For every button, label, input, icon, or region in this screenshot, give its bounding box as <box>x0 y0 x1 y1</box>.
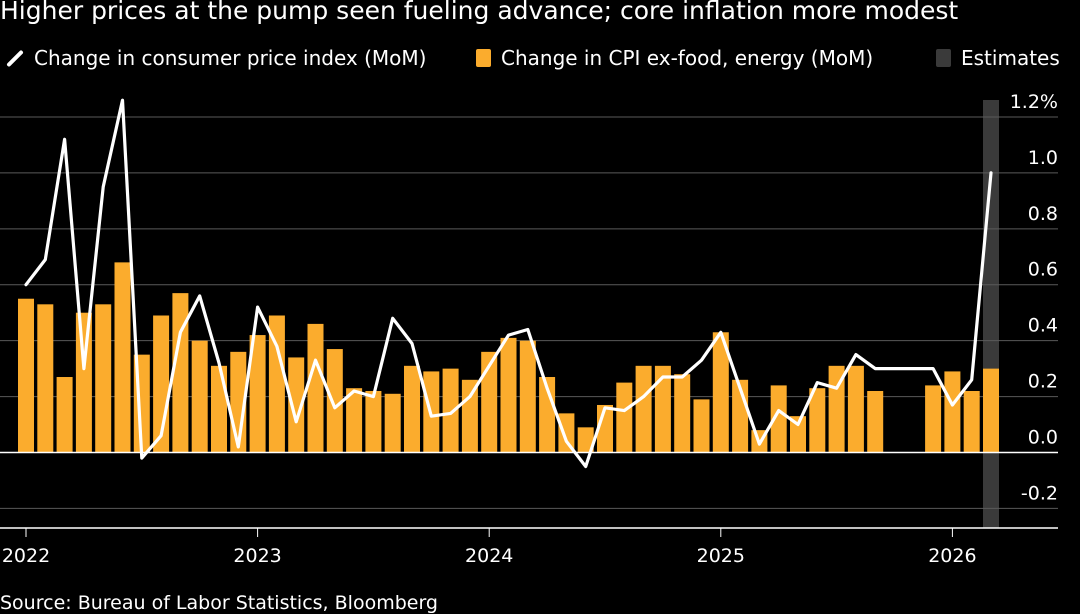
core-cpi-bar <box>95 304 111 452</box>
core-cpi-bar <box>385 394 401 453</box>
core-cpi-bar <box>192 341 208 453</box>
y-tick-label: -0.2 <box>1021 482 1058 504</box>
y-tick-label: 0.6 <box>1028 259 1058 281</box>
core-cpi-bar <box>76 313 92 453</box>
y-tick-label: 0.0 <box>1028 427 1058 449</box>
core-cpi-bar <box>983 369 999 453</box>
core-cpi-bar <box>172 293 188 452</box>
chart-source: Source: Bureau of Labor Statistics, Bloo… <box>0 592 438 614</box>
estimate-band <box>983 100 999 528</box>
core-cpi-bar <box>327 349 343 452</box>
y-tick-label: 1.0 <box>1028 147 1058 169</box>
core-cpi-bar <box>964 391 980 453</box>
core-cpi-bar <box>18 299 34 453</box>
x-tick-label: 2022 <box>2 545 50 567</box>
core-cpi-bar <box>520 341 536 453</box>
core-cpi-bar <box>674 374 690 452</box>
core-cpi-bar <box>867 391 883 453</box>
core-cpi-bar <box>501 338 517 453</box>
core-cpi-bar <box>694 399 710 452</box>
y-tick-label: 0.8 <box>1028 203 1058 225</box>
x-tick-label: 2025 <box>697 545 745 567</box>
core-cpi-bar <box>57 377 73 452</box>
core-cpi-bar <box>404 366 420 453</box>
core-cpi-bar <box>848 366 864 453</box>
core-cpi-bar <box>37 304 53 452</box>
core-cpi-bar <box>462 380 478 453</box>
y-tick-label: 0.4 <box>1028 315 1058 337</box>
core-cpi-bar <box>115 262 131 452</box>
x-tick-label: 2023 <box>233 545 281 567</box>
x-tick-label: 2026 <box>928 545 976 567</box>
y-tick-label: 1.2% <box>1010 91 1058 113</box>
core-cpi-bar <box>365 391 381 453</box>
core-cpi-bar <box>308 324 324 453</box>
core-cpi-bar <box>944 371 960 452</box>
core-cpi-bar <box>211 366 227 453</box>
x-tick-label: 2024 <box>465 545 513 567</box>
core-cpi-bar <box>616 383 632 453</box>
core-cpi-bar <box>925 385 941 452</box>
y-tick-label: 0.2 <box>1028 371 1058 393</box>
core-cpi-bar <box>636 366 652 453</box>
